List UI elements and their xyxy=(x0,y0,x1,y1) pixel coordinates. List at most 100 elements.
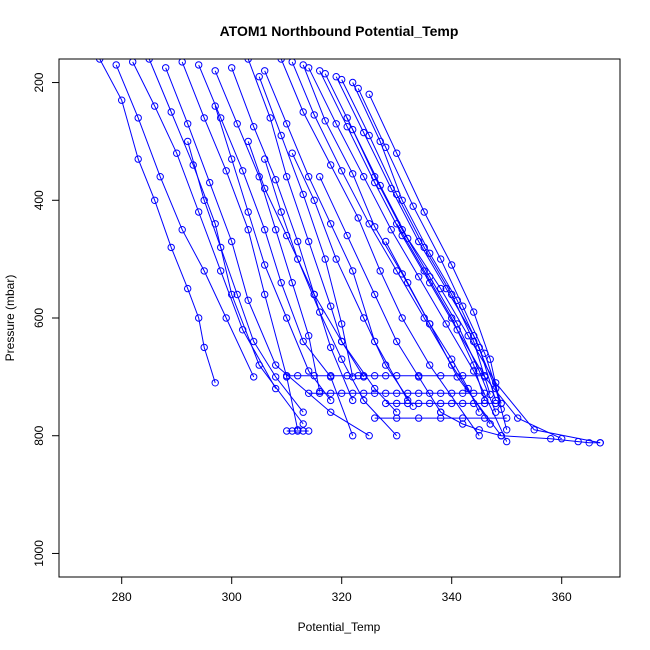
data-point xyxy=(354,214,362,222)
data-point xyxy=(338,389,346,397)
data-point xyxy=(299,408,307,416)
data-point xyxy=(442,320,450,328)
data-point xyxy=(151,102,159,110)
data-point xyxy=(305,64,313,72)
profile-line xyxy=(247,59,365,378)
data-point xyxy=(299,190,307,199)
data-point xyxy=(156,173,164,181)
data-point xyxy=(272,361,280,369)
data-point xyxy=(404,389,412,397)
profile-line xyxy=(280,59,480,436)
data-point xyxy=(332,73,340,81)
y-tick-label: 200 xyxy=(32,72,46,92)
data-point xyxy=(371,223,379,231)
profile-series xyxy=(129,59,280,393)
data-point xyxy=(167,108,175,116)
data-point xyxy=(448,261,456,269)
data-point xyxy=(134,114,142,122)
data-point xyxy=(239,167,247,175)
data-point xyxy=(277,131,285,140)
data-point xyxy=(283,427,291,435)
data-point xyxy=(173,149,181,157)
profile-series xyxy=(354,84,505,408)
data-point xyxy=(184,137,192,146)
profile-line xyxy=(308,67,508,442)
data-point xyxy=(277,279,285,287)
data-point xyxy=(195,208,203,216)
profile-line xyxy=(148,59,304,425)
data-point xyxy=(305,173,313,181)
data-point xyxy=(448,389,456,397)
data-point xyxy=(393,220,401,228)
data-point xyxy=(481,414,489,422)
data-point xyxy=(338,337,346,346)
data-point xyxy=(195,61,203,69)
data-point xyxy=(272,176,280,184)
data-point xyxy=(338,320,346,328)
profile-line xyxy=(368,94,502,410)
data-point xyxy=(299,61,307,69)
profile-series xyxy=(261,155,401,440)
data-point xyxy=(327,408,335,416)
data-point xyxy=(316,173,324,181)
data-point xyxy=(349,389,357,397)
data-point xyxy=(393,149,401,157)
profile-line xyxy=(352,82,497,401)
profile-line xyxy=(385,241,480,413)
data-point xyxy=(277,208,285,216)
data-point xyxy=(349,267,357,275)
data-point xyxy=(365,131,373,140)
profile-line xyxy=(231,67,354,401)
data-point xyxy=(349,170,357,178)
y-axis: 200 400 600 800 1000 xyxy=(32,72,59,567)
data-point xyxy=(316,67,324,75)
data-point xyxy=(112,61,120,69)
profile-line xyxy=(319,70,562,440)
data-point xyxy=(481,389,489,397)
data-point xyxy=(415,399,423,408)
data-point xyxy=(178,59,186,66)
profile-line xyxy=(335,76,508,430)
data-point xyxy=(426,389,434,397)
data-point xyxy=(327,161,335,169)
data-point xyxy=(481,372,489,380)
data-point xyxy=(420,243,428,252)
profile-series xyxy=(112,61,258,381)
data-point xyxy=(426,399,434,408)
profile-line xyxy=(247,141,398,413)
data-point xyxy=(398,314,406,322)
data-point xyxy=(299,108,307,116)
data-point xyxy=(299,427,307,435)
data-point xyxy=(420,267,428,275)
x-tick-label: 320 xyxy=(332,590,352,604)
data-point xyxy=(266,114,274,122)
data-point xyxy=(244,208,252,216)
data-point xyxy=(305,367,313,375)
data-point xyxy=(437,284,445,293)
profile-line xyxy=(214,70,321,392)
profile-series xyxy=(244,59,368,381)
data-point xyxy=(415,237,423,246)
x-tick-label: 340 xyxy=(442,590,462,604)
data-point xyxy=(393,414,401,422)
data-point xyxy=(228,237,236,246)
series-layer xyxy=(96,59,604,447)
data-point xyxy=(470,367,478,375)
data-point xyxy=(294,255,302,263)
profile-series xyxy=(305,389,489,397)
data-point xyxy=(261,226,269,234)
data-point xyxy=(365,90,373,99)
x-tick-label: 300 xyxy=(222,590,242,604)
data-point xyxy=(327,343,335,352)
data-point xyxy=(382,389,390,397)
data-point xyxy=(393,399,401,408)
data-point xyxy=(244,226,252,234)
data-point xyxy=(426,320,434,328)
data-point xyxy=(437,372,445,380)
data-point xyxy=(167,243,175,252)
data-point xyxy=(261,155,269,163)
data-point xyxy=(404,279,412,287)
data-point xyxy=(305,427,313,435)
data-point xyxy=(294,372,302,380)
